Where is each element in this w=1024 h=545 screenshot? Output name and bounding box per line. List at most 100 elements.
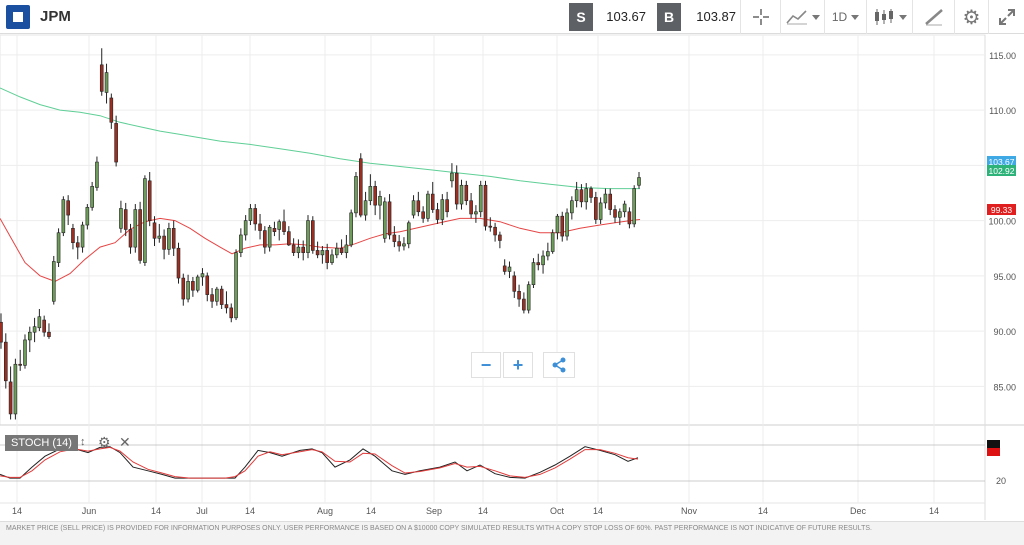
candle[interactable] xyxy=(80,221,85,253)
candle[interactable] xyxy=(454,165,459,210)
candle[interactable] xyxy=(61,196,66,237)
buy-label[interactable]: B xyxy=(657,3,681,31)
candle[interactable] xyxy=(104,63,109,104)
candle[interactable] xyxy=(133,204,138,253)
candle[interactable] xyxy=(306,215,310,259)
candle[interactable] xyxy=(603,188,608,209)
candle[interactable] xyxy=(430,181,435,213)
candle[interactable] xyxy=(349,209,353,248)
candle[interactable] xyxy=(263,226,267,254)
candle[interactable] xyxy=(186,274,190,303)
crosshair-button[interactable] xyxy=(740,0,780,34)
candle[interactable] xyxy=(397,234,401,252)
candle[interactable] xyxy=(51,255,56,305)
candle[interactable] xyxy=(243,215,248,241)
candle[interactable] xyxy=(109,93,114,129)
candle[interactable] xyxy=(205,272,210,302)
price-chart[interactable]: 115.00110.00105.00100.0095.0090.0085.001… xyxy=(0,0,1024,521)
timeframe-selector[interactable]: 1D xyxy=(824,0,866,34)
candle[interactable] xyxy=(311,216,315,254)
candle[interactable] xyxy=(402,237,406,251)
candle[interactable] xyxy=(291,238,296,256)
candle[interactable] xyxy=(507,261,512,279)
candle[interactable] xyxy=(579,184,584,208)
candle[interactable] xyxy=(536,253,541,271)
candle[interactable] xyxy=(339,239,344,255)
candle[interactable] xyxy=(248,204,253,226)
chart-type-button[interactable] xyxy=(780,0,824,34)
candle[interactable] xyxy=(435,202,440,224)
candle[interactable] xyxy=(8,366,13,420)
candle[interactable] xyxy=(493,222,497,242)
candle[interactable] xyxy=(358,153,363,218)
candle[interactable] xyxy=(584,183,589,210)
candle[interactable] xyxy=(373,180,377,216)
candle[interactable] xyxy=(138,201,142,264)
candle[interactable] xyxy=(167,222,171,255)
candle[interactable] xyxy=(42,315,46,337)
candle[interactable] xyxy=(152,216,157,247)
candle[interactable] xyxy=(128,223,133,254)
candle[interactable] xyxy=(85,204,90,230)
candle[interactable] xyxy=(565,208,569,241)
candle[interactable] xyxy=(171,220,176,256)
candle[interactable] xyxy=(560,211,565,242)
candle[interactable] xyxy=(27,326,32,353)
candlestick-series[interactable] xyxy=(0,48,641,420)
candle[interactable] xyxy=(618,208,622,226)
candle[interactable] xyxy=(378,190,382,220)
candle[interactable] xyxy=(387,194,392,240)
study-close-icon[interactable]: ✕ xyxy=(119,434,131,450)
candle[interactable] xyxy=(56,228,61,268)
candle[interactable] xyxy=(18,349,22,371)
candle[interactable] xyxy=(95,156,99,191)
candle[interactable] xyxy=(325,243,329,270)
candle[interactable] xyxy=(32,317,37,343)
candle[interactable] xyxy=(335,242,339,259)
candle[interactable] xyxy=(526,281,531,314)
candle[interactable] xyxy=(4,333,8,389)
candle[interactable] xyxy=(191,276,195,297)
candle[interactable] xyxy=(282,209,286,235)
candle[interactable] xyxy=(450,163,454,188)
candle[interactable] xyxy=(354,171,358,218)
candle[interactable] xyxy=(90,181,94,211)
share-button[interactable] xyxy=(543,352,575,378)
candle[interactable] xyxy=(162,229,166,260)
candle[interactable] xyxy=(0,313,3,349)
candle[interactable] xyxy=(608,188,613,216)
candle[interactable] xyxy=(622,200,627,218)
candle[interactable] xyxy=(123,202,128,237)
candle[interactable] xyxy=(344,234,349,259)
study-settings-gear-icon[interactable]: ⚙ xyxy=(98,434,111,450)
zoom-in-button[interactable]: + xyxy=(503,352,533,378)
candle[interactable] xyxy=(210,288,214,308)
candle[interactable] xyxy=(632,185,636,228)
buy-price[interactable]: 103.87 xyxy=(696,9,736,24)
draw-tools-button[interactable] xyxy=(912,0,954,34)
candle[interactable] xyxy=(488,217,493,232)
candle[interactable] xyxy=(426,190,430,222)
candle[interactable] xyxy=(253,204,258,231)
candle[interactable] xyxy=(200,268,205,286)
candle[interactable] xyxy=(258,213,262,240)
study-info-icon[interactable]: ↕ xyxy=(80,436,86,448)
candle[interactable] xyxy=(143,175,147,266)
candle[interactable] xyxy=(483,180,488,231)
candle[interactable] xyxy=(531,258,536,289)
candle[interactable] xyxy=(637,171,641,189)
fullscreen-button[interactable] xyxy=(988,0,1024,34)
candle[interactable] xyxy=(176,242,181,284)
candle[interactable] xyxy=(224,291,229,314)
candle[interactable] xyxy=(541,250,545,274)
candle[interactable] xyxy=(416,191,421,217)
candle[interactable] xyxy=(517,284,521,307)
candle[interactable] xyxy=(363,191,368,221)
candle[interactable] xyxy=(219,285,224,309)
candle[interactable] xyxy=(502,259,507,275)
candle[interactable] xyxy=(296,239,301,259)
candle[interactable] xyxy=(555,213,560,240)
candle[interactable] xyxy=(119,200,123,233)
sell-label[interactable]: S xyxy=(569,3,593,31)
candle[interactable] xyxy=(498,231,502,249)
